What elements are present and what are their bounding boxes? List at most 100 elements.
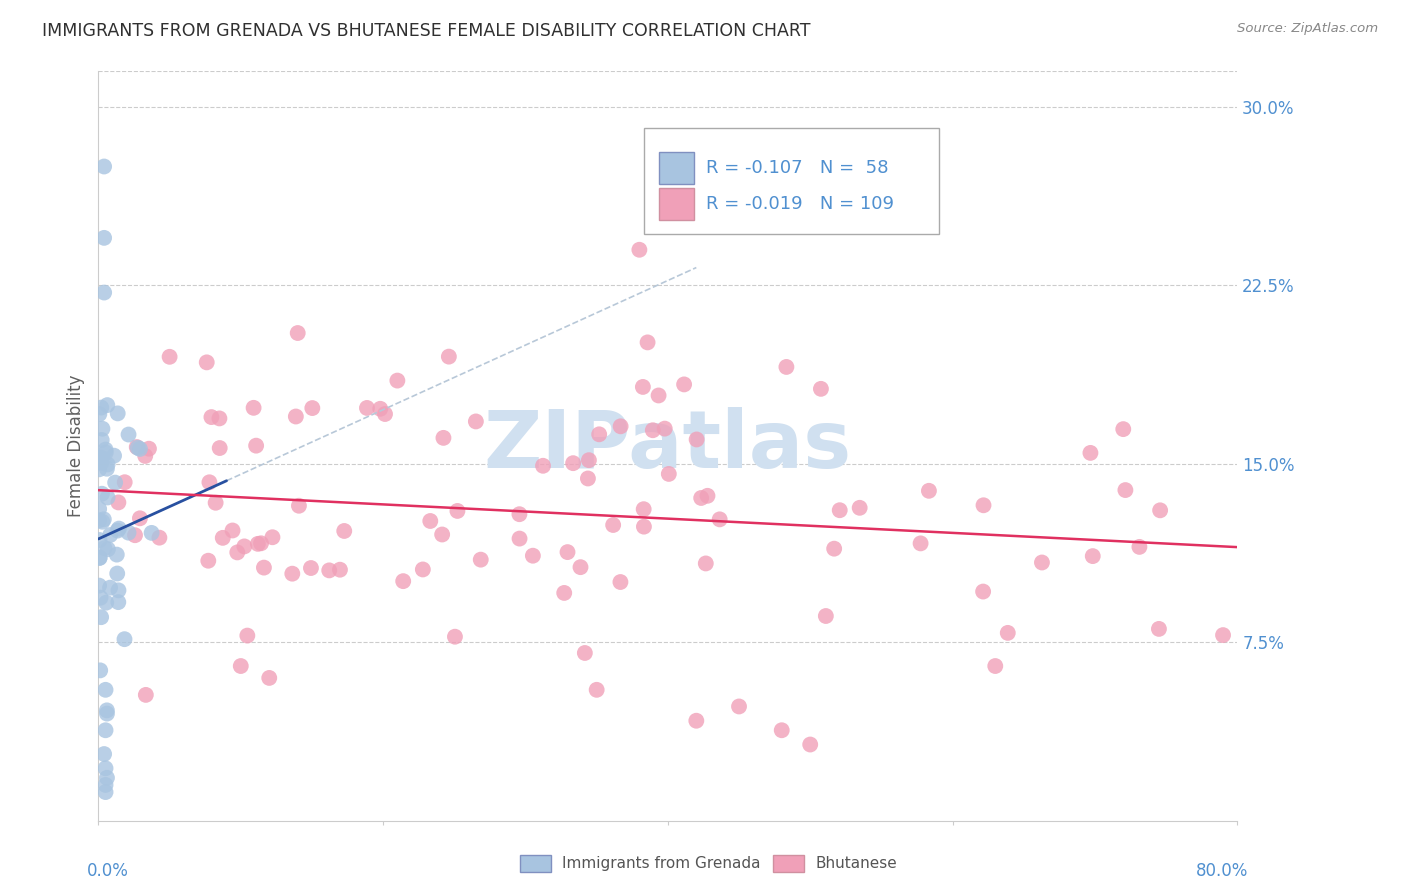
- Point: [531, 458, 554, 473]
- Point: [105, 566, 128, 581]
- Point: [117, 427, 139, 442]
- Point: [107, 406, 129, 420]
- Point: [602, 518, 624, 533]
- Point: [628, 243, 651, 257]
- Point: [107, 583, 129, 598]
- Point: [89, 454, 111, 468]
- Point: [412, 562, 434, 576]
- Point: [129, 442, 152, 456]
- Point: [89, 664, 111, 678]
- Point: [90, 456, 112, 470]
- Point: [647, 388, 669, 402]
- Point: [96, 461, 118, 475]
- Point: [114, 475, 136, 490]
- Point: [250, 536, 273, 550]
- Point: [633, 519, 655, 533]
- Point: [522, 549, 544, 563]
- Point: [89, 550, 111, 565]
- Point: [104, 475, 127, 490]
- Point: [138, 442, 160, 456]
- Point: [89, 462, 111, 476]
- Point: [658, 467, 681, 481]
- Point: [509, 532, 531, 546]
- Point: [89, 513, 111, 527]
- Text: Bhutanese: Bhutanese: [815, 856, 897, 871]
- Point: [107, 495, 129, 509]
- Point: [148, 531, 170, 545]
- Point: [333, 524, 356, 538]
- Point: [641, 423, 664, 437]
- Point: [557, 545, 579, 559]
- Point: [233, 540, 256, 554]
- Point: [281, 566, 304, 581]
- Point: [135, 688, 157, 702]
- Point: [90, 450, 112, 465]
- Point: [124, 528, 146, 542]
- Point: [211, 531, 233, 545]
- Point: [1080, 446, 1102, 460]
- Point: [105, 548, 128, 562]
- Point: [609, 574, 631, 589]
- Point: [810, 382, 832, 396]
- Point: [197, 554, 219, 568]
- Point: [569, 560, 592, 574]
- Text: 0.0%: 0.0%: [87, 862, 129, 880]
- Point: [284, 409, 307, 424]
- Point: [585, 682, 607, 697]
- Text: R = -0.107   N =  58: R = -0.107 N = 58: [706, 159, 889, 178]
- Point: [114, 632, 136, 647]
- Point: [96, 398, 118, 412]
- Point: [578, 453, 600, 467]
- Point: [828, 503, 851, 517]
- Point: [245, 439, 267, 453]
- Point: [89, 502, 111, 516]
- Point: [208, 411, 231, 425]
- Point: [262, 530, 284, 544]
- Point: [129, 511, 152, 525]
- Point: [208, 441, 231, 455]
- Point: [117, 525, 139, 540]
- Point: [1212, 628, 1234, 642]
- Point: [97, 491, 120, 505]
- Point: [221, 524, 243, 538]
- Point: [90, 610, 112, 624]
- Point: [93, 231, 115, 245]
- Point: [685, 433, 707, 447]
- Point: [437, 350, 460, 364]
- Point: [93, 285, 115, 300]
- Point: [287, 326, 309, 340]
- Point: [97, 458, 120, 472]
- Point: [96, 703, 118, 717]
- Point: [910, 536, 932, 550]
- Point: [94, 445, 117, 459]
- Point: [387, 374, 409, 388]
- Point: [1128, 540, 1150, 554]
- Point: [973, 498, 995, 512]
- Text: Source: ZipAtlas.com: Source: ZipAtlas.com: [1237, 22, 1378, 36]
- Point: [1031, 556, 1053, 570]
- Point: [107, 524, 129, 538]
- Point: [96, 771, 118, 785]
- Point: [637, 335, 659, 350]
- Point: [259, 671, 281, 685]
- Point: [374, 407, 396, 421]
- Point: [576, 471, 599, 485]
- Point: [204, 496, 226, 510]
- Point: [141, 525, 163, 540]
- Point: [236, 629, 259, 643]
- Point: [654, 422, 676, 436]
- Point: [253, 560, 276, 574]
- Point: [97, 542, 120, 557]
- Point: [226, 545, 249, 559]
- Point: [94, 785, 117, 799]
- Point: [799, 738, 821, 752]
- Point: [814, 609, 837, 624]
- Point: [93, 541, 115, 556]
- Point: [93, 160, 115, 174]
- Point: [696, 489, 718, 503]
- Text: Immigrants from Grenada: Immigrants from Grenada: [562, 856, 761, 871]
- Point: [299, 561, 322, 575]
- Point: [446, 504, 468, 518]
- Point: [770, 723, 793, 738]
- Point: [728, 699, 751, 714]
